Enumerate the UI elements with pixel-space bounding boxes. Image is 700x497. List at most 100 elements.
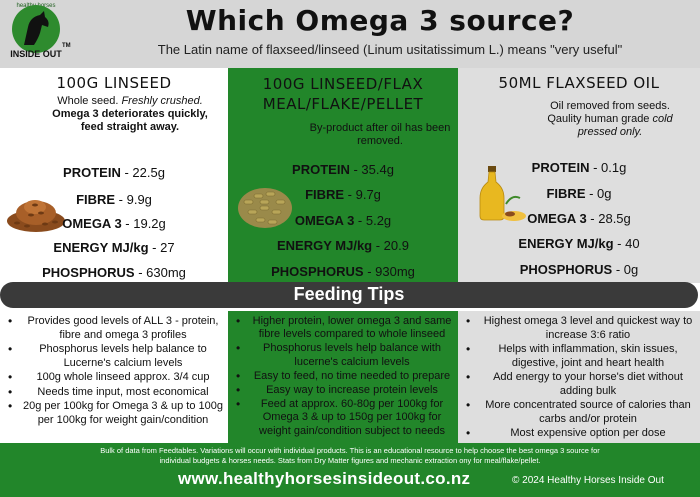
nutrient-label: OMEGA 3 [294, 213, 355, 228]
list-item: Phosphorus levels help balance to Lucern… [6, 343, 224, 370]
list-item: 100g whole linseed approx. 3/4 cup [6, 371, 224, 385]
tips-list: Provides good levels of ALL 3 - protein,… [0, 311, 228, 427]
nutrient-label: PHOSPHORUS [519, 262, 613, 277]
nutrient-label: PROTEIN [63, 165, 121, 180]
protein-row: PROTEIN - 0.1g [458, 160, 700, 175]
phosphorus-row: PHOSPHORUS - 930mg [228, 264, 458, 279]
nutrient-value: - 35.4g [349, 162, 394, 177]
energy-row: ENERGY MJ/kg - 40 [458, 236, 700, 251]
list-item: Add energy to your horse's diet without … [464, 371, 696, 398]
nutrient-value: - 630mg [134, 265, 186, 280]
disclaimer-line2: individual budgets & horses needs. Stats… [159, 455, 541, 465]
fibre-row: FIBRE - 9.9g [0, 192, 228, 207]
nutrient-value: - 0g [612, 262, 639, 277]
meal-pellet-tips: Higher protein, lower omega 3 and same f… [228, 311, 458, 443]
nutrient-value: - 20.9 [372, 238, 409, 253]
list-item: Easy way to increase protein levels [234, 384, 454, 397]
page-title: Which Omega 3 source? [185, 4, 575, 37]
column-title: 50ML FLAXSEED OIL [498, 74, 660, 92]
list-item: Most expensive option per dose [464, 427, 696, 441]
list-item: More concentrated source of calories tha… [464, 399, 696, 426]
list-item: Highest omega 3 level and quickest way t… [464, 315, 696, 342]
disclaimer-line1: Bulk of data from Feedtables. Variations… [100, 446, 600, 455]
list-item: Needs time input, most economical [6, 386, 224, 400]
nutrient-label: OMEGA 3 [527, 211, 587, 226]
linseed-tips: Provides good levels of ALL 3 - protein,… [0, 311, 228, 443]
nutrient-value: - 9.7g [344, 187, 381, 202]
feeding-tips-bar: Feeding Tips [0, 282, 698, 308]
nutrient-label: PROTEIN [531, 160, 590, 175]
omega3-row: OMEGA 3 - 19.2g [0, 216, 228, 231]
feeding-tips-title: Feeding Tips [293, 284, 405, 304]
protein-row: PROTEIN - 22.5g [0, 165, 228, 180]
energy-row: ENERGY MJ/kg - 20.9 [228, 238, 458, 253]
nutrient-value: - 22.5g [120, 165, 165, 180]
nutrient-label: PHOSPHORUS [271, 264, 364, 279]
oil-bottle-icon [474, 164, 528, 226]
list-item: Higher protein, lower omega 3 and same f… [234, 315, 454, 341]
column-title: 100G LINSEED/FLAX MEAL/FLAKE/PELLET [228, 74, 458, 114]
description-italic: Freshly crushed. [121, 95, 203, 107]
header: healthy horses INSIDE OUT TM Which Omega… [0, 0, 700, 68]
fibre-row: FIBRE - 0g [458, 186, 700, 201]
column-description: By-product after oil has been removed. [309, 122, 451, 147]
list-item: Provides good levels of ALL 3 - protein,… [6, 315, 224, 342]
website-link[interactable]: www.healthyhorsesinsideout.co.nz [178, 469, 471, 488]
copyright: © 2024 Healthy Horses Inside Out [512, 475, 664, 486]
brand-logo: healthy horses INSIDE OUT TM [4, 3, 74, 65]
nutrient-label: ENERGY MJ/kg [53, 240, 149, 255]
column-title-line1: 100G LINSEED/FLAX [262, 75, 424, 93]
list-item: Easy to feed, no time needed to prepare [234, 370, 454, 383]
list-item: 20g per 100kg for Omega 3 & up to 100g p… [6, 400, 224, 427]
column-description: Whole seed. Freshly crushed. Omega 3 det… [40, 95, 220, 134]
linseed-column: 100G LINSEED Whole seed. Freshly crushed… [0, 68, 228, 283]
nutrient-value: - 0g [585, 186, 612, 201]
phosphorus-row: PHOSPHORUS - 0g [458, 262, 700, 277]
nutrient-label: PHOSPHORUS [42, 265, 135, 280]
flaxseed-oil-column: 50ML FLAXSEED OIL Oil removed from seeds… [458, 68, 700, 283]
nutrient-label: FIBRE [546, 186, 586, 201]
protein-row: PROTEIN - 35.4g [228, 162, 458, 177]
flaxseed-oil-tips: Highest omega 3 level and quickest way t… [458, 311, 700, 443]
nutrient-value: - 9.9g [115, 192, 152, 207]
column-title-line2: MEAL/FLAKE/PELLET [262, 95, 424, 113]
description-italic: cold pressed only. [577, 113, 673, 138]
horse-logo-icon [12, 5, 60, 53]
nutrient-value: - 28.5g [586, 211, 631, 226]
fibre-row: FIBRE - 9.7g [228, 187, 458, 202]
nutrient-label: FIBRE [305, 187, 345, 202]
nutrient-label: FIBRE [76, 192, 116, 207]
logo-text: INSIDE OUT [10, 49, 62, 59]
tips-list: Higher protein, lower omega 3 and same f… [228, 311, 458, 438]
meal-pellet-column: 100G LINSEED/FLAX MEAL/FLAKE/PELLET By-p… [228, 68, 458, 283]
description-bold: Omega 3 deteriorates quickly, feed strai… [52, 108, 208, 133]
logo-trademark: TM [62, 43, 71, 49]
nutrient-value: - 930mg [363, 264, 415, 279]
page-subtitle: The Latin name of flaxseed/linseed (Linu… [157, 42, 623, 57]
pellet-pile-icon [236, 178, 294, 230]
nutrient-value: - 40 [613, 236, 640, 251]
description-text: Whole seed. [57, 95, 122, 107]
nutrient-label: ENERGY MJ/kg [277, 238, 373, 253]
nutrient-label: OMEGA 3 [62, 216, 122, 231]
list-item: Phosphorus levels help balance with luce… [234, 342, 454, 368]
nutrient-value: - 5.2g [354, 213, 392, 228]
list-item: Feed at approx. 60-80g per 100kg for Ome… [234, 398, 454, 438]
omega3-row: OMEGA 3 - 28.5g [458, 211, 700, 226]
nutrient-label: ENERGY MJ/kg [518, 236, 614, 251]
nutrient-value: - 0.1g [589, 160, 627, 175]
tips-list: Highest omega 3 level and quickest way t… [458, 311, 700, 441]
nutrient-label: PROTEIN [292, 162, 350, 177]
list-item: Helps with inflammation, skin issues, di… [464, 343, 696, 370]
energy-row: ENERGY MJ/kg - 27 [0, 240, 228, 255]
description-text: Oil removed from seeds. Qaulity human gr… [547, 100, 670, 125]
phosphorus-row: PHOSPHORUS - 630mg [0, 265, 228, 280]
column-description: Oil removed from seeds. Qaulity human gr… [542, 100, 678, 139]
footer: Bulk of data from Feedtables. Variations… [0, 443, 700, 497]
nutrient-value: - 27 [148, 240, 175, 255]
disclaimer: Bulk of data from Feedtables. Variations… [30, 446, 670, 465]
linseed-pile-icon [5, 193, 67, 233]
nutrient-value: - 19.2g [121, 216, 166, 231]
column-title: 100G LINSEED [56, 74, 172, 92]
omega3-row: OMEGA 3 - 5.2g [228, 213, 458, 228]
